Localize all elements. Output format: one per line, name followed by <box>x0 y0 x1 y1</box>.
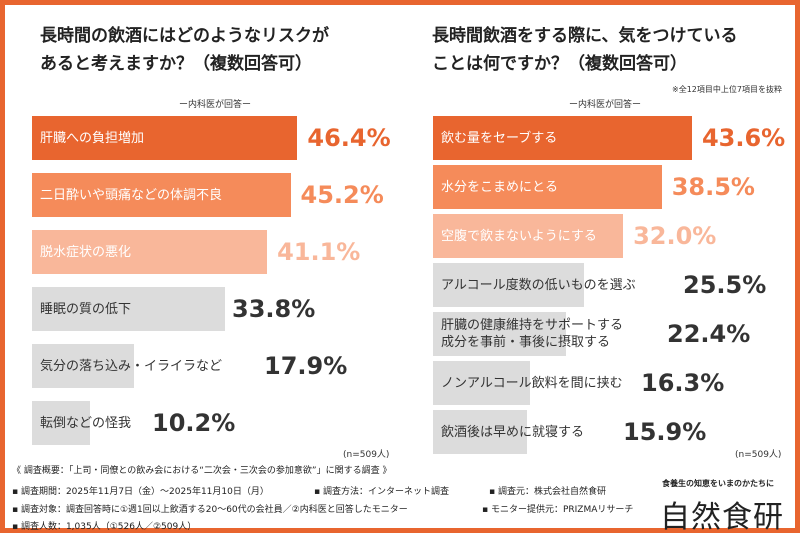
value-label: 16.3% <box>641 369 725 397</box>
bar: 二日酔いや頭痛などの体調不良 <box>32 173 291 217</box>
right-chart-note: ※全12項目中上位7項目を抜粋 <box>672 85 782 94</box>
bar: 空腹で飲まないようにする <box>433 214 624 258</box>
bar: 水分をこまめにとる <box>433 165 662 209</box>
bar-label: アルコール度数の低いものを選ぶ <box>441 277 636 293</box>
footer-target: ▪ 調査対象：調査回答時に①週1回以上飲酒する20〜60代の会社員／②内科医と回… <box>12 505 408 515</box>
bar: 飲酒後は早めに就寝する <box>433 410 584 454</box>
bar-label: 肝臓への負担増加 <box>40 130 145 146</box>
bar-label: 二日酔いや頭痛などの体調不良 <box>40 187 223 203</box>
bar: 気分の落ち込み・イライラなど <box>32 344 222 388</box>
bar-label: 気分の落ち込み・イライラなど <box>40 358 223 374</box>
bar-label: ノンアルコール飲料を間に挟む <box>441 375 623 391</box>
footer-row-4: ▪ 調査人数：1,035人（①526人／②509人） <box>12 519 208 532</box>
value-label: 41.1% <box>277 238 361 266</box>
bar: ノンアルコール飲料を間に挟む <box>433 361 623 405</box>
value-label: 43.6% <box>701 124 786 152</box>
right-n: (n=509人) <box>735 450 782 460</box>
footer-count: ▪ 調査人数：1,035人（①526人／②509人） <box>12 522 197 532</box>
value-label: 45.2% <box>300 181 384 209</box>
bar-label: 水分をこまめにとる <box>441 179 559 195</box>
value-label: 38.5% <box>671 173 755 201</box>
bar: 肝臓への負担増加 <box>32 116 298 160</box>
right-chart-title: 長時間飲酒をする際に、気をつけている ことは何ですか？（複数回答可） <box>432 26 738 74</box>
value-label: 22.4% <box>667 320 751 348</box>
bar-label: 肝臓の健康維持をサポートする 成分を事前・事後に摂取する <box>441 318 624 350</box>
bar: 転倒などの怪我 <box>32 401 131 445</box>
value-label: 46.4% <box>307 124 391 152</box>
value-label: 17.9% <box>264 352 348 380</box>
value-label: 32.0% <box>633 222 717 250</box>
bar: 飲む量をセーブする <box>433 116 692 160</box>
footer-row-3: ▪ 調査対象：調査回答時に①週1回以上飲酒する20〜60代の会社員／②内科医と回… <box>12 502 645 515</box>
bar-label: 飲酒後は早めに就寝する <box>441 424 585 440</box>
bar-label: 転倒などの怪我 <box>40 415 132 431</box>
bar: 肝臓の健康維持をサポートする 成分を事前・事後に摂取する <box>433 312 623 356</box>
footer-heading: 《 調査概要：「上司・同僚との飲み会における“二次会・三次会の参加意欲”」に関す… <box>12 466 392 476</box>
right-chart-subtitle: ー内科医が回答ー <box>568 100 641 110</box>
left-chart-title: 長時間の飲酒にはどのようなリスクが あると考えますか？（複数回答可） <box>40 26 329 74</box>
left-chart-subtitle: ー内科医が回答ー <box>178 100 251 110</box>
footer-row-2: ▪ 調査期間：2025年11月7日（金）〜2025年11月10日（月） ▪ 調査… <box>12 484 618 497</box>
logo-tagline: 食養生の知恵をいまのかたちに <box>662 479 774 488</box>
bar: 脱水症状の悪化 <box>32 230 268 274</box>
bar: 睡眠の質の低下 <box>32 287 226 331</box>
value-label: 25.5% <box>683 271 767 299</box>
footer-provider: ▪ モニター提供元：PRIZMAリサーチ <box>482 505 634 515</box>
footer-source: ▪ 調査元：株式会社自然食研 <box>489 487 606 497</box>
bar-label: 睡眠の質の低下 <box>40 301 132 317</box>
bar-label: 飲む量をセーブする <box>441 130 558 146</box>
footer-period: ▪ 調査期間：2025年11月7日（金）〜2025年11月10日（月） <box>12 487 269 497</box>
left-n: (n=509人) <box>343 450 390 460</box>
value-label: 10.2% <box>152 409 236 437</box>
bar-label: 脱水症状の悪化 <box>40 244 132 260</box>
value-label: 33.8% <box>232 295 316 323</box>
bar: アルコール度数の低いものを選ぶ <box>433 263 636 307</box>
footer-row-1: 《 調査概要：「上司・同僚との飲み会における“二次会・三次会の参加意欲”」に関す… <box>12 463 403 476</box>
logo: 自然食研 <box>660 500 784 535</box>
bar-label: 空腹で飲まないようにする <box>441 228 597 244</box>
footer-method: ▪ 調査方法：インターネット調査 <box>314 487 449 497</box>
value-label: 15.9% <box>623 418 707 446</box>
